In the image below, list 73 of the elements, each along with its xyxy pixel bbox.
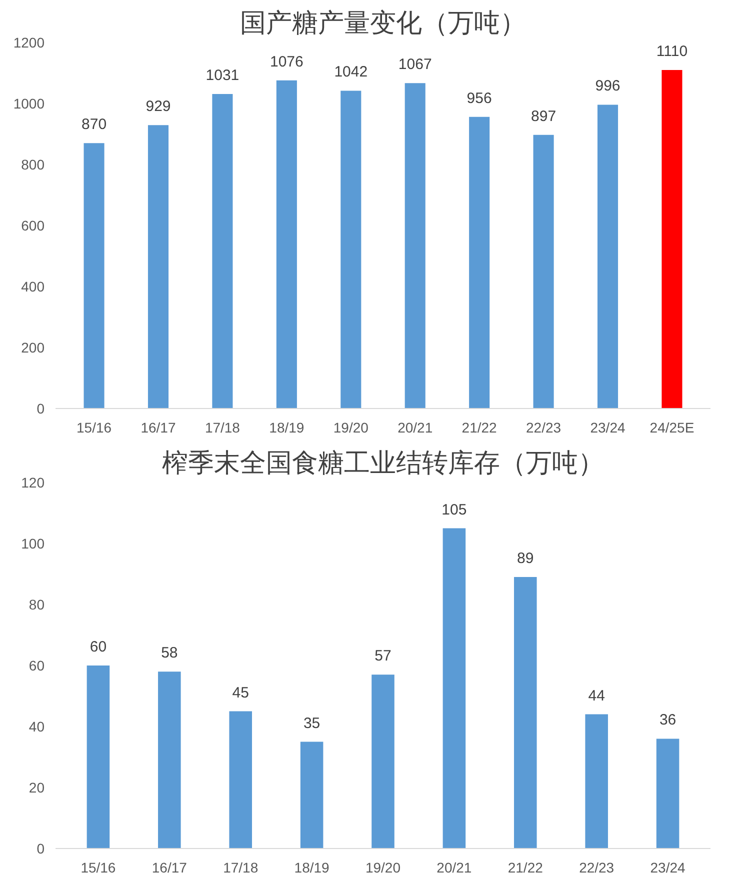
bar [469,116,490,408]
data-label: 897 [531,108,556,125]
x-tick-label: 21/22 [462,420,498,436]
chart-title: 榨季末全国食糖工业结转库存（万吨） [162,448,604,478]
y-tick-label: 400 [21,278,45,294]
bar [300,742,324,848]
x-tick-label: 18/19 [269,420,304,436]
data-label: 929 [146,98,171,116]
x-tick-label: 20/21 [398,420,433,436]
bar [514,577,537,848]
data-label: 1076 [270,53,304,70]
x-tick-label: 20/21 [436,860,472,876]
x-tick-label: 23/24 [590,420,626,436]
bar [84,143,104,408]
y-tick-label: 40 [28,718,45,734]
y-tick-label: 0 [36,840,45,856]
y-tick-label: 80 [28,596,45,612]
data-label: 89 [517,550,534,568]
data-label: 1067 [398,56,432,74]
bar [585,714,608,848]
bar [276,80,297,408]
y-tick-label: 60 [28,658,45,674]
data-label: 1110 [656,42,688,60]
data-label: 870 [82,116,107,134]
bar [442,528,466,848]
bar [597,104,618,408]
x-tick-label: 15/16 [76,420,112,436]
data-label: 60 [90,638,107,656]
x-tick-label: 23/24 [650,860,686,876]
y-tick-label: 0 [36,400,45,416]
x-tick-label: 19/20 [333,420,369,436]
data-label: 996 [595,78,620,95]
x-tick-label: 24/25E [650,420,694,436]
y-tick-label: 800 [21,156,45,172]
bar [229,711,252,848]
data-label: 44 [588,687,605,704]
bar [533,134,554,408]
x-tick-label: 22/23 [526,420,562,436]
data-label: 45 [232,684,249,702]
bar [340,90,362,408]
x-tick-label: 16/17 [152,860,188,876]
y-tick-label: 200 [21,340,45,356]
y-tick-label: 1200 [13,34,45,50]
bar [158,672,181,848]
data-label: 57 [374,648,392,665]
bar [662,70,682,408]
x-tick-label: 16/17 [140,420,176,436]
data-label: 58 [161,644,178,662]
data-label: 1042 [334,64,368,81]
data-label: 956 [466,90,492,107]
x-tick-label: 21/22 [508,860,544,876]
x-tick-label: 22/23 [579,860,614,876]
bar [404,83,426,408]
x-tick-label: 17/18 [204,420,240,436]
x-tick-label: 19/20 [365,860,401,876]
y-tick-label: 120 [21,474,45,490]
bar [656,738,680,848]
data-label: 36 [659,712,676,729]
x-tick-label: 18/19 [294,860,330,876]
data-label: 35 [303,714,320,732]
y-tick-label: 100 [21,536,45,552]
bar [212,94,233,408]
y-tick-label: 1000 [13,96,45,112]
y-tick-label: 20 [28,780,45,796]
bar [148,125,169,408]
bar [86,666,110,848]
y-tick-label: 600 [21,218,45,234]
data-label: 105 [442,501,467,518]
chart-title: 国产糖产量变化（万吨） [240,8,526,38]
x-tick-label: 17/18 [223,860,258,876]
x-tick-label: 15/16 [80,860,116,876]
bar [372,674,394,848]
data-label: 1031 [206,67,240,84]
